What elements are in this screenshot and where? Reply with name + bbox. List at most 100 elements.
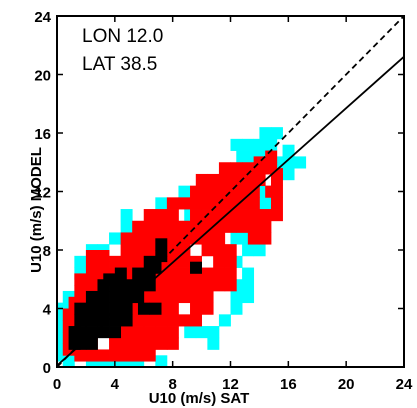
y-tick-label-1: 4 (43, 302, 52, 319)
heatmap-cell-mid-127 (85, 273, 98, 286)
heatmap-cell-low-54 (270, 127, 283, 140)
x-tick-labels: 0 4 8 12 16 20 24 (53, 376, 413, 393)
reference-lines (57, 16, 404, 367)
heatmap-cell-low-49 (253, 138, 266, 151)
heatmap-cell-mid-15 (143, 220, 156, 233)
heatmap-cell-high-2 (74, 302, 87, 315)
heatmap-cell-mid-16 (143, 209, 156, 222)
heatmap-cell-low-17 (109, 232, 122, 245)
heatmap-cell-mid-155 (270, 209, 283, 222)
heatmap-cell-high-3 (85, 326, 98, 339)
heatmap-cell-low-58 (282, 168, 295, 181)
x-tick-label-2: 8 (168, 376, 176, 393)
heatmap-cell-low-35 (242, 267, 255, 280)
heatmap-cell-mid-82 (155, 326, 168, 339)
x-tick-label-1: 4 (111, 376, 120, 393)
heatmap-cell-mid-83 (143, 326, 156, 339)
heatmap-cell-mid-107 (178, 244, 191, 257)
heatmap-cell-mid-53 (213, 267, 226, 280)
heatmap-cell-low-34 (242, 279, 255, 292)
heatmap-cell-high-34 (137, 302, 150, 315)
heatmap-cell-high-20 (120, 279, 133, 292)
heatmap-cell-mid-136 (247, 185, 260, 198)
heatmap-cell-low-20 (155, 197, 168, 210)
heatmap-cell-mid-74 (190, 314, 202, 327)
heatmap-cell-low-14 (74, 255, 87, 268)
x-tick-label-5: 20 (338, 376, 355, 393)
heatmap-cell-mid-3 (62, 308, 75, 321)
heatmap-cell-mid-92 (109, 349, 122, 362)
heatmap-cell-mid-25 (218, 173, 231, 187)
heatmap-cell-mid-59 (178, 255, 191, 268)
heatmap-cell-low-27 (207, 326, 220, 339)
heatmap-cell-low-25 (184, 326, 197, 339)
heatmap-cell-low-6 (155, 355, 168, 367)
heatmap-cell-mid-152 (259, 232, 272, 245)
heatmap-cell-low-44 (236, 150, 249, 163)
heatmap-cell-high-17 (120, 314, 133, 327)
heatmap-cell-mid-68 (224, 255, 237, 268)
heatmap-cells (57, 127, 307, 367)
heatmap-cell-mid-19 (166, 197, 179, 210)
heatmap-cell-mid-148 (259, 162, 272, 175)
heatmap-cell-mid-72 (143, 314, 156, 327)
heatmap-cell-mid-18 (166, 209, 179, 222)
heatmap-cell-mid-42 (224, 209, 237, 222)
heatmap-cell-mid-54 (201, 267, 214, 280)
y-tick-label-3: 12 (34, 185, 51, 202)
heatmap-cell-mid-71 (155, 314, 168, 327)
heatmap-cell-mid-138 (247, 197, 260, 210)
heatmap-cell-mid-67 (224, 267, 237, 280)
heatmap-cell-mid-111 (166, 232, 179, 245)
heatmap-cell-mid-62 (178, 290, 191, 304)
heatmap-cell-mid-17 (155, 209, 168, 222)
heatmap-cell-mid-52 (213, 255, 226, 268)
heatmap-cell-mid-44 (213, 209, 226, 222)
heatmap-cell-high-7 (97, 326, 110, 339)
heatmap-cell-mid-50 (213, 244, 226, 257)
heatmap-cell-high-24 (143, 279, 156, 292)
heatmap-cell-mid-21 (190, 185, 202, 198)
heatmap-cell-mid-14 (132, 232, 145, 245)
heatmap-cell-high-10 (97, 290, 110, 304)
heatmap-cell-low-28 (207, 337, 220, 350)
x-tick-label-6: 24 (396, 376, 413, 393)
heatmap-cell-high-37 (114, 267, 127, 280)
regression-line-solid (57, 55, 404, 367)
heatmap-cell-mid-70 (166, 314, 179, 327)
heatmap-cell-mid-156 (270, 185, 283, 198)
heatmap-cell-high-1 (74, 314, 87, 327)
heatmap-cell-low-19 (120, 209, 133, 222)
heatmap-cell-mid-46 (201, 220, 214, 233)
heatmap-cell-mid-109 (190, 232, 202, 245)
heatmap-cell-mid-76 (201, 302, 214, 315)
y-tick-label-5: 20 (34, 68, 51, 85)
heatmap-cell-mid-147 (190, 197, 202, 210)
heatmap-cell-mid-99 (155, 279, 168, 292)
x-axis-title: U10 (m/s) SAT (149, 390, 250, 407)
heatmap-cell-mid-24 (207, 173, 220, 187)
heatmap-cell-mid-139 (247, 209, 260, 222)
heatmap-cell-mid-93 (97, 349, 110, 362)
heatmap-cell-high-12 (109, 326, 122, 339)
heatmap-cell-mid-48 (213, 232, 226, 245)
heatmap-cell-high-15 (109, 290, 122, 304)
axis-ticks (56, 15, 405, 368)
y-tick-label-0: 0 (43, 360, 51, 377)
heatmap-cell-mid-64 (201, 290, 214, 304)
heatmap-cell-low-55 (259, 127, 272, 140)
heatmap-cell-low-57 (294, 156, 307, 169)
heatmap-cell-mid-40 (236, 220, 249, 233)
heatmap-cell-mid-55 (201, 279, 214, 292)
heatmap-cell-mid-100 (166, 279, 179, 292)
heatmap-cell-mid-118 (132, 244, 145, 257)
x-tick-label-3: 12 (222, 376, 239, 393)
heatmap-cell-low-47 (230, 138, 243, 151)
heatmap-cell-mid-144 (201, 197, 214, 210)
heatmap-cell-mid-114 (190, 220, 202, 233)
heatmap-cell-mid-91 (120, 349, 133, 362)
heatmap-cell-mid-37 (270, 197, 283, 210)
heatmap-cell-mid-9 (97, 250, 110, 263)
heatmap-cell-mid-141 (224, 185, 237, 198)
heatmap-cell-mid-150 (265, 150, 278, 163)
